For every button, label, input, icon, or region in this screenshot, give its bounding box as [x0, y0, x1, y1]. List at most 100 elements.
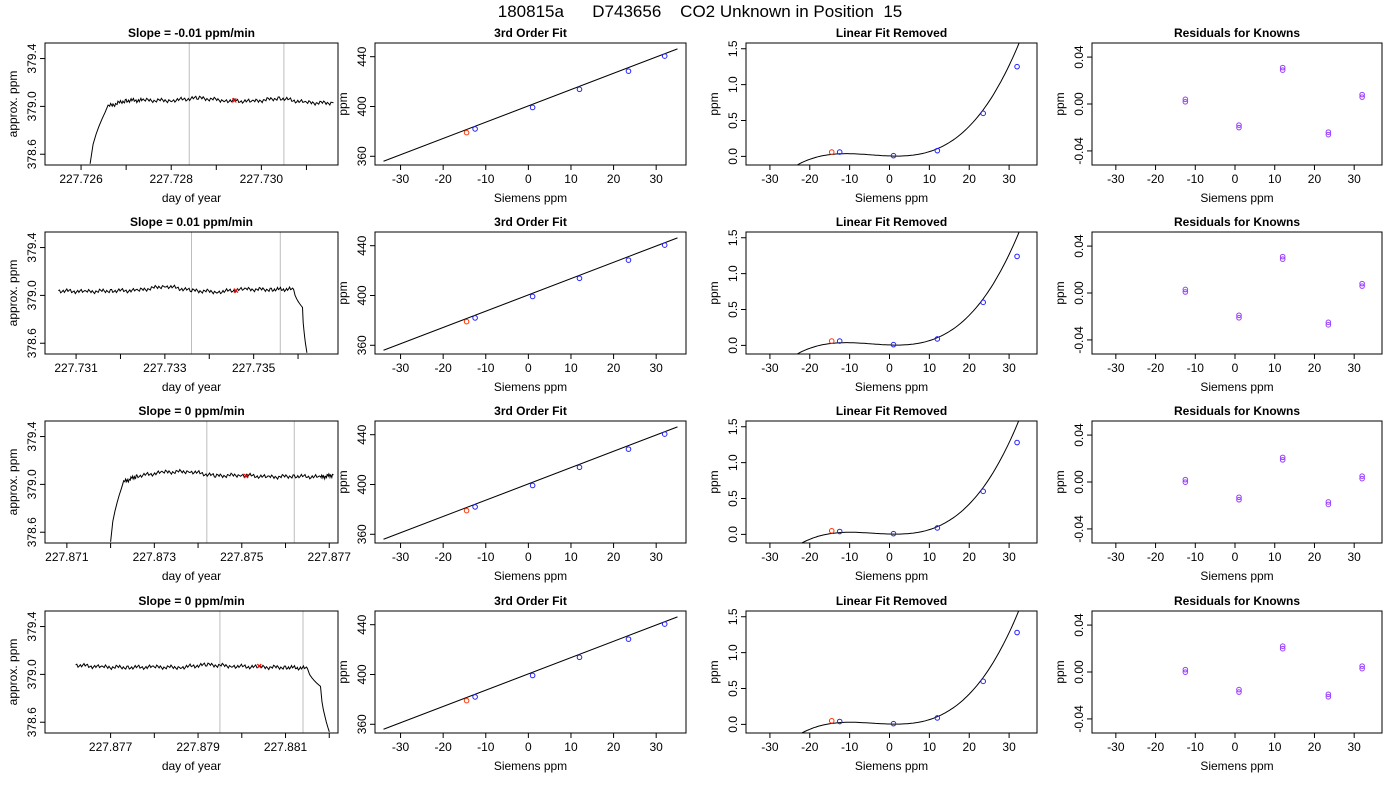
x-tick-label: 20 — [607, 172, 621, 186]
x-tick-label: 0 — [1232, 361, 1239, 375]
known-point — [1279, 454, 1286, 461]
fit-line — [383, 237, 678, 351]
known-point-repeat — [1279, 457, 1286, 463]
y-tick-label: 400 — [355, 285, 369, 305]
sample-marker — [256, 663, 262, 669]
known-point — [980, 488, 986, 495]
x-tick-label: 0 — [886, 361, 893, 375]
x-tick-label: 30 — [1002, 550, 1016, 564]
y-tick-label: 379.0 — [25, 280, 39, 310]
y-axis-label: approx. ppm — [6, 639, 20, 706]
known-point-repeat — [1325, 501, 1332, 508]
x-tick-label: -20 — [1147, 172, 1165, 186]
y-axis-label: approx. ppm — [6, 449, 20, 516]
known-point — [661, 242, 668, 248]
known-point-repeat — [1236, 124, 1242, 131]
plot-area — [75, 611, 330, 733]
x-axis-label: Siemens ppm — [1200, 191, 1273, 205]
y-tick-label: 0.5 — [726, 490, 740, 507]
y-axis-label: ppm — [336, 470, 350, 493]
plot-frame — [1091, 42, 1383, 166]
chart-title: 3rd Order Fit — [494, 26, 567, 40]
known-point — [576, 86, 583, 93]
known-point — [472, 694, 478, 700]
x-tick-label: -10 — [477, 550, 495, 564]
x-tick-label: 20 — [607, 740, 621, 754]
x-tick-label: -20 — [1147, 740, 1165, 754]
x-tick-label: 20 — [607, 550, 621, 564]
y-tick-label: 379.4 — [25, 611, 39, 641]
y-axis-label: ppm — [707, 470, 721, 493]
known-point — [1236, 494, 1242, 501]
x-tick-label: 0 — [1232, 172, 1239, 186]
known-point-repeat — [1359, 665, 1365, 672]
unknown-point — [828, 718, 835, 724]
x-tick-label: -30 — [1107, 550, 1125, 564]
known-point-repeat — [1236, 496, 1242, 503]
y-axis-label: ppm — [707, 92, 721, 115]
plot-frame — [374, 231, 687, 355]
x-tick-label: -10 — [1187, 361, 1205, 375]
x-tick-label: 30 — [649, 172, 663, 186]
chart-panel-r4c3: Linear Fit Removed Siemens ppm ppm -30 -20 -1… — [707, 594, 1038, 773]
chart-panel-r2c2: 3rd Order Fit Siemens ppm ppm -30 -20 -10 0 10 2… — [336, 215, 687, 394]
plot-frame — [44, 42, 339, 166]
plot-area — [58, 232, 308, 354]
chart-title: 3rd Order Fit — [494, 594, 567, 608]
known-point — [1359, 280, 1365, 287]
x-tick-label: 227.877 — [89, 740, 133, 754]
y-tick-label: 0.00 — [1072, 281, 1086, 305]
y-tick-label: 379.4 — [25, 421, 39, 451]
y-tick-label: 360 — [355, 146, 369, 166]
plot-area — [1182, 454, 1365, 508]
x-tick-label: 227.733 — [143, 361, 187, 375]
x-tick-label: 10 — [923, 172, 937, 186]
x-axis-label: day of year — [162, 191, 221, 205]
known-point — [1359, 473, 1365, 479]
y-tick-label: 0.0 — [726, 716, 740, 733]
x-tick-label: -20 — [801, 172, 819, 186]
known-point — [1279, 643, 1286, 649]
known-point — [980, 110, 986, 117]
x-tick-label: 0 — [525, 550, 532, 564]
known-point — [472, 504, 478, 510]
plot-frame — [44, 420, 339, 544]
x-tick-label: -20 — [434, 550, 452, 564]
chart-panel-r1c4: Residuals for Knowns Siemens ppm ppm -30 -20… — [1053, 26, 1383, 205]
known-point-repeat — [1236, 689, 1242, 695]
unknown-point — [463, 697, 470, 704]
y-tick-label: 1.5 — [726, 608, 740, 625]
plot-area — [1182, 64, 1365, 138]
y-axis-label: ppm — [1053, 92, 1067, 115]
chart-title: Slope = 0 ppm/min — [138, 404, 244, 418]
y-tick-label: 400 — [355, 664, 369, 684]
x-tick-label: 30 — [1348, 550, 1362, 564]
sample-marker — [243, 473, 249, 479]
known-point-repeat — [1182, 479, 1189, 485]
x-tick-label: 227.879 — [176, 740, 220, 754]
x-tick-label: 227.875 — [220, 550, 264, 564]
known-point — [1014, 629, 1020, 636]
y-tick-label: 0.00 — [1072, 660, 1086, 684]
x-tick-label: -20 — [801, 740, 819, 754]
known-point — [661, 431, 668, 437]
y-tick-label: 0.0 — [726, 526, 740, 543]
x-tick-label: 30 — [1348, 361, 1362, 375]
chart-title: 3rd Order Fit — [494, 215, 567, 229]
x-tick-label: 0 — [1232, 740, 1239, 754]
x-tick-label: 10 — [923, 740, 937, 754]
known-point — [934, 336, 941, 342]
x-tick-label: -10 — [841, 361, 859, 375]
x-tick-label: 0 — [525, 172, 532, 186]
known-point — [980, 678, 986, 685]
plot-frame — [374, 610, 687, 734]
y-tick-label: 1.0 — [726, 454, 740, 471]
y-axis-label: ppm — [1053, 660, 1067, 683]
known-point — [576, 654, 583, 661]
y-tick-label: 0.00 — [1072, 92, 1086, 116]
plot-area — [383, 48, 678, 162]
x-tick-label: 10 — [564, 361, 578, 375]
x-tick-label: 227.881 — [264, 740, 308, 754]
y-tick-label: 440 — [355, 46, 369, 66]
known-point — [576, 464, 583, 471]
